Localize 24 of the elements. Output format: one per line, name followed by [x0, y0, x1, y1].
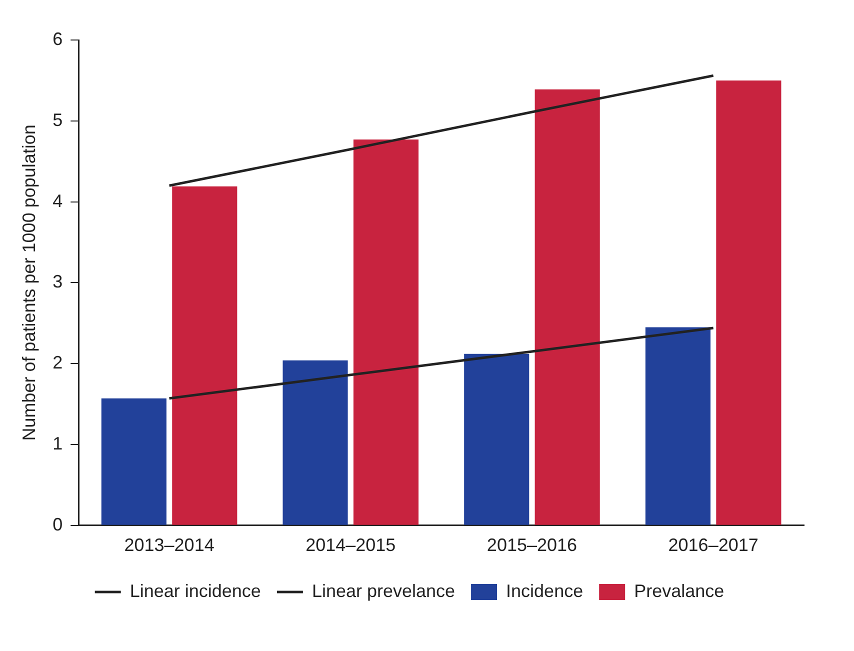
y-tick-label: 6 [52, 28, 63, 49]
x-tick-label: 2014–2015 [306, 535, 396, 556]
y-tick-label: 3 [52, 272, 63, 292]
legend-label: Incidence [506, 580, 584, 601]
legend-label: Linear incidence [130, 580, 261, 601]
x-tick-label: 2016–2017 [668, 535, 758, 556]
x-tick-label: 2015–2016 [486, 535, 578, 556]
x-tick-label: 2013–2014 [124, 535, 214, 556]
bar [101, 398, 166, 525]
y-axis-title: Number of patients per 1000 population [18, 124, 39, 441]
y-tick-label: 1 [52, 433, 63, 454]
y-tick-label: 0 [52, 514, 63, 534]
bar [353, 140, 419, 525]
bar [534, 89, 600, 525]
bar [464, 354, 530, 525]
bar [282, 360, 348, 525]
y-tick-label: 4 [52, 190, 63, 211]
bar [172, 186, 238, 525]
y-tick-label: 2 [52, 352, 63, 373]
y-tick-label: 5 [52, 110, 63, 130]
bar [716, 80, 782, 525]
legend-label: Linear prevelance [312, 580, 456, 601]
legend-label: Prevalance [634, 580, 724, 601]
bar [645, 327, 710, 525]
